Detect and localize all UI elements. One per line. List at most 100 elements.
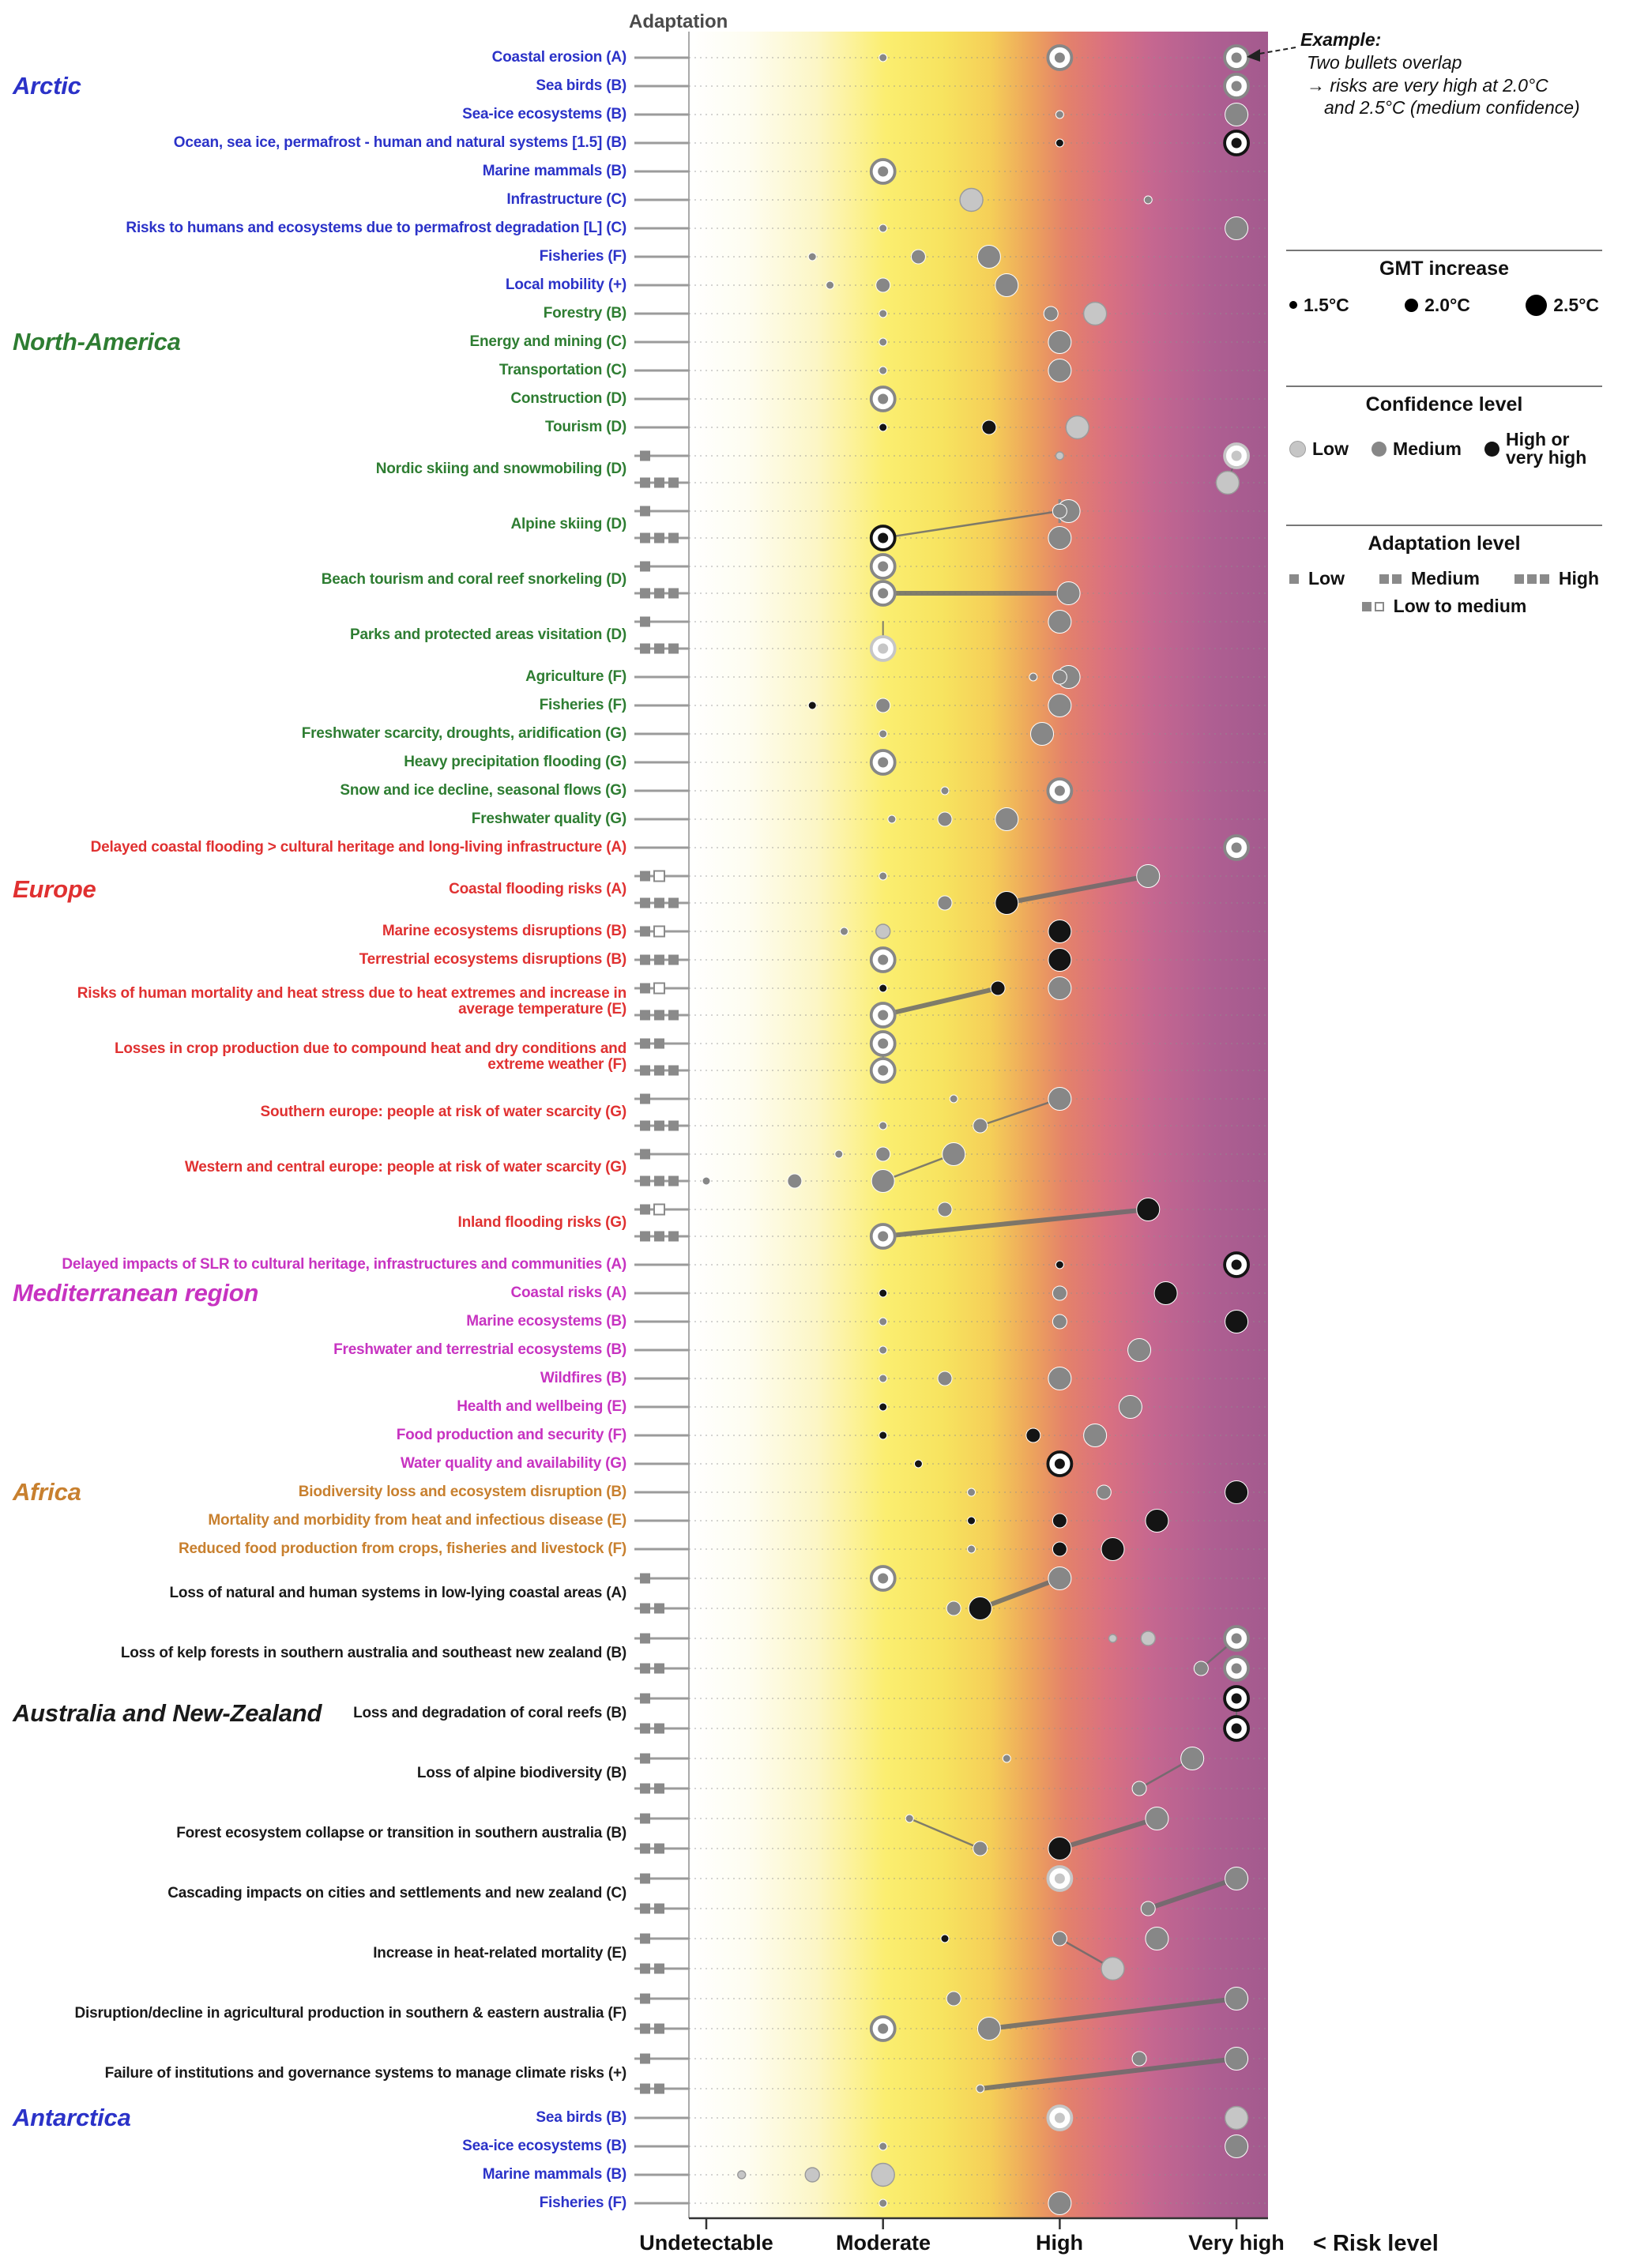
adaptation-square-icon (640, 588, 650, 599)
filled-square-icon (1289, 574, 1299, 584)
risk-bullet (1101, 1537, 1125, 1561)
risk-bullet (1225, 1867, 1249, 1890)
risk-bullet (995, 807, 1019, 831)
adaptation-square-icon (654, 897, 664, 908)
legend-gmt: GMT increase 1.5°C 2.0°C 2.5°C (1286, 250, 1602, 316)
legend-confidence-low: Low (1289, 439, 1349, 458)
risk-connector-line (880, 1207, 1151, 1239)
adaptation-square-icon (640, 1204, 650, 1215)
risk-bullet (1193, 1661, 1209, 1676)
adaptation-high-squares-icon (1514, 574, 1552, 584)
adaptation-square-icon (640, 1843, 650, 1854)
adaptation-square-icon (668, 1175, 679, 1187)
legend-example-title: Example: (1300, 29, 1382, 50)
adaptation-square-icon (640, 1723, 650, 1734)
risk-bullet (1052, 1513, 1067, 1529)
risk-bullet (976, 245, 1001, 269)
risk-bullet (1052, 669, 1067, 685)
risk-bullet (879, 2198, 888, 2208)
adaptation-square-icon (653, 925, 665, 938)
adaptation-square-icon (640, 926, 650, 937)
risk-connector-line (979, 1097, 1061, 1127)
axis-tick-very-high: Very high (1188, 2231, 1285, 2255)
risk-bullet (879, 366, 888, 375)
filled-square-icon (1514, 574, 1524, 584)
legend-adaptation-high: High (1514, 569, 1599, 588)
risk-bullet (1048, 330, 1072, 354)
risk-bullet (976, 2017, 1001, 2040)
risk-bullet (1065, 415, 1089, 440)
risk-bullet-overlap-center (878, 643, 889, 654)
risk-bullet (967, 1544, 976, 1554)
risk-bullet (1225, 103, 1249, 126)
risk-bullet-overlap-center (1231, 450, 1242, 461)
risk-bullet-overlap-center (878, 2023, 889, 2034)
risk-bullet-overlap-center (1054, 785, 1065, 796)
risk-bullet (807, 252, 817, 261)
legend-adaptation-medium: Medium (1379, 569, 1480, 588)
example-arrow-head-icon (1247, 49, 1260, 62)
risk-bullet (879, 1402, 888, 1412)
risk-bullet-overlap-center (1231, 1633, 1242, 1644)
adaptation-square-icon (640, 1903, 650, 1914)
risk-bullet (1048, 2191, 1072, 2215)
risk-bullet-overlap-center (1054, 1873, 1065, 1884)
risk-bullet (879, 1431, 888, 1440)
risk-bullet (1096, 1484, 1112, 1500)
risk-bullet-overlap-center (878, 1065, 889, 1076)
adaptation-square-icon (640, 477, 650, 488)
risk-bullet (1002, 1754, 1011, 1763)
risk-bullet-overlap-center (878, 954, 889, 965)
risk-bullet (1055, 138, 1064, 148)
legend-gmt-item-1-5: 1.5°C (1289, 295, 1349, 314)
adaptation-square-icon (640, 1663, 650, 1674)
risk-bullet (879, 309, 888, 318)
adaptation-square-icon (668, 954, 679, 965)
risk-bullet (879, 1121, 888, 1130)
risk-connector-line (1057, 1816, 1160, 1851)
gmt-1-5-dot-icon (1289, 301, 1297, 310)
filled-square-icon (1379, 574, 1389, 584)
legend-adaptation-low: Low (1289, 569, 1345, 588)
adaptation-square-icon (654, 2083, 664, 2094)
gmt-2-0-dot-icon (1405, 298, 1419, 312)
risk-bullet (1052, 1541, 1067, 1557)
risk-bullet (1153, 1281, 1178, 1305)
axis-tick-high: High (1036, 2231, 1083, 2255)
risk-bullet (1225, 2134, 1249, 2158)
risk-bullet (875, 1146, 891, 1162)
risk-bullet (871, 2162, 895, 2187)
adaptation-square-icon (668, 1231, 679, 1242)
adaptation-square-icon (668, 643, 679, 654)
risk-bullet (1145, 1807, 1169, 1830)
adaptation-square-icon (654, 2023, 664, 2034)
risk-bullet (1030, 722, 1055, 746)
risk-bullet (973, 1118, 988, 1134)
risk-bullet (887, 814, 897, 824)
risk-bullet (1082, 301, 1108, 326)
risk-bullet-overlap-center (1231, 1693, 1242, 1704)
adaptation-square-icon (668, 532, 679, 543)
risk-bullet (1136, 1198, 1161, 1221)
risk-bullet (879, 337, 888, 347)
adaptation-square-icon (640, 1813, 650, 1824)
axis-tick-moderate: Moderate (835, 2231, 931, 2255)
risk-bullet (1052, 1285, 1067, 1301)
risk-bullet-overlap-center (1231, 81, 1242, 92)
confidence-medium-dot-icon (1371, 441, 1387, 457)
adaptation-medium-squares-icon (1379, 574, 1405, 584)
adaptation-square-icon (640, 1693, 650, 1704)
adaptation-square-icon (654, 1663, 664, 1674)
legend-example-line1: Two bullets overlap (1307, 51, 1462, 73)
adaptation-square-icon (653, 870, 665, 882)
risk-bullet (1048, 610, 1072, 634)
risk-bullet (879, 1317, 888, 1326)
adaptation-square-icon (640, 1873, 650, 1884)
risk-bullet (942, 1142, 966, 1166)
legend-gmt-item-2-0: 2.0°C (1405, 295, 1470, 314)
risk-bullet (1127, 1338, 1152, 1362)
risk-bullet (946, 1600, 961, 1616)
risk-bullet (1029, 672, 1038, 682)
risk-bullet-overlap-center (1054, 2112, 1065, 2123)
risk-bullet (1055, 110, 1064, 119)
